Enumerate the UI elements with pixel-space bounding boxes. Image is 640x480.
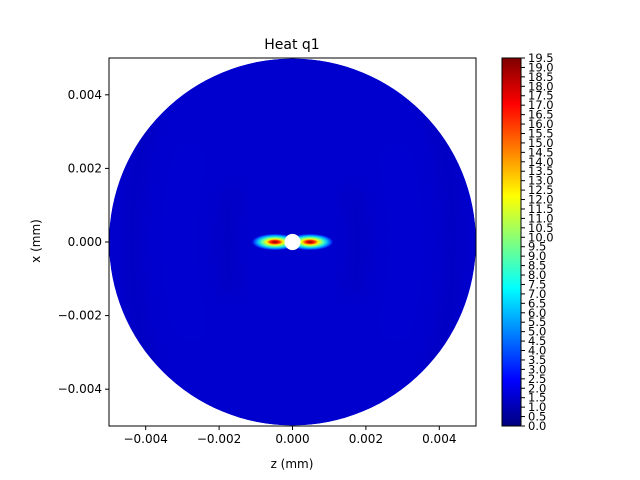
colorbar-tick-label: 1.0 [528, 400, 546, 414]
x-axis-ticks: −0.004 −0.002 0.000 0.002 0.004 [123, 426, 456, 446]
colorbar-tick-label: 18.0 [528, 79, 554, 93]
colorbar-tick-label: 3.0 [528, 362, 546, 376]
colorbar-tick-label: 9.5 [528, 240, 546, 254]
colorbar-tick-label: 15.5 [528, 126, 554, 140]
colorbar-tick-label: 6.0 [528, 306, 546, 320]
colorbar-tick-label: 15.0 [528, 136, 554, 150]
x-tick-label: 0.000 [275, 432, 309, 446]
colorbar-tick-label: 5.0 [528, 325, 546, 339]
colorbar-tick-label: 1.5 [528, 391, 546, 405]
colorbar-tick-label: 13.0 [528, 174, 554, 188]
colorbar-tick-label: 7.5 [528, 277, 546, 291]
x-tick-label: −0.002 [197, 432, 241, 446]
colorbar-tick-label: 18.5 [528, 70, 554, 84]
colorbar-tick-label: 9.0 [528, 249, 546, 263]
plot-area: −0.004 −0.002 0.000 0.002 0.004 0.0040.0020.… [58, 57, 477, 446]
colorbar-tick-label: 7.0 [528, 287, 546, 301]
y-tick-label: −0.004 [58, 382, 102, 396]
colorbar-tick-label: 0.0 [528, 419, 546, 433]
colorbar-frame [501, 57, 522, 427]
colorbar-tick-label: 8.5 [528, 259, 546, 273]
colorbar-tick-label: 16.0 [528, 117, 554, 131]
colorbar-tick-label: 17.5 [528, 89, 554, 103]
colorbar-tick-label: 12.0 [528, 193, 554, 207]
chart-title: Heat q1 [264, 37, 319, 53]
y-tick-label: 0.000 [68, 235, 102, 249]
colorbar-tick-label: 13.5 [528, 164, 554, 178]
y-tick-label: −0.002 [58, 309, 102, 323]
colorbar-gradient [502, 58, 521, 426]
colorbar-tick-label: 16.5 [528, 108, 554, 122]
colorbar-tick-label: 17.0 [528, 98, 554, 112]
colorbar-tick-label: 10.0 [528, 230, 554, 244]
x-tick-label: 0.004 [422, 432, 456, 446]
colorbar-ticks: 0.00.51.01.52.02.53.03.54.04.55.05.56.06… [521, 51, 554, 433]
center-hole [284, 233, 301, 251]
colorbar-tick-label: 0.5 [528, 410, 546, 424]
colorbar-tick-label: 11.5 [528, 202, 554, 216]
wave-band [388, 149, 412, 335]
colorbar-tick-label: 10.5 [528, 221, 554, 235]
colorbar-tick-label: 14.0 [528, 155, 554, 169]
x-tick-label: −0.004 [123, 432, 167, 446]
colorbar-tick-label: 6.5 [528, 296, 546, 310]
wave-band [126, 111, 155, 373]
colorbar-tick-label: 11.0 [528, 211, 554, 225]
colorbar-tick-label: 12.5 [528, 183, 554, 197]
colorbar-tick-label: 2.5 [528, 372, 546, 386]
y-tick-label: 0.004 [68, 88, 102, 102]
x-tick-label: 0.002 [349, 432, 383, 446]
colorbar-tick-label: 5.5 [528, 315, 546, 329]
wave-band [221, 187, 239, 297]
colorbar-tick-label: 4.0 [528, 344, 546, 358]
y-tick-label: 0.002 [68, 161, 102, 175]
wave-band [173, 149, 197, 335]
colorbar-tick-label: 2.0 [528, 381, 546, 395]
colorbar-tick-label: 8.0 [528, 268, 546, 282]
colorbar-tick-label: 4.5 [528, 334, 546, 348]
colorbar-tick-label: 19.5 [528, 51, 554, 65]
y-axis-ticks: 0.004 0.002 0.000 −0.002 −0.004 [58, 88, 109, 396]
wave-bands [126, 111, 459, 373]
colorbar: 0.00.51.01.52.02.53.03.54.04.55.05.56.06… [501, 51, 554, 433]
x-axis-label: z (mm) [271, 457, 314, 471]
colorbar-tick-label: 3.5 [528, 353, 546, 367]
y-axis-label: x (mm) [29, 219, 43, 263]
colorbar-tick-label: 19.0 [528, 60, 554, 74]
wave-band [346, 187, 364, 297]
wave-band [430, 111, 459, 373]
colorbar-tick-label: 14.5 [528, 145, 554, 159]
